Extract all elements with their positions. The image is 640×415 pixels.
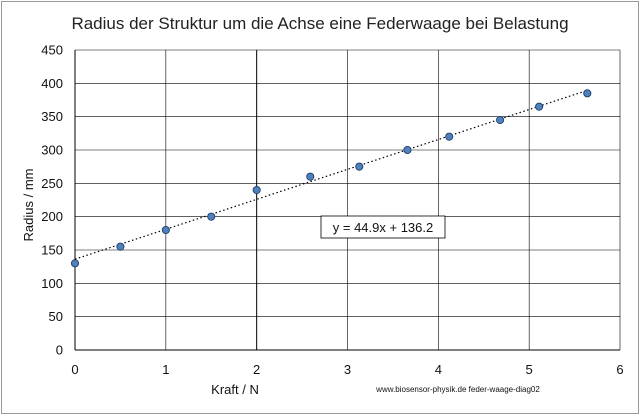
x-tick-label: 4	[435, 362, 442, 377]
trendline-equation: y = 44.9x + 136.2	[333, 220, 433, 235]
data-point	[445, 132, 454, 141]
trendline-equation-box: y = 44.9x + 136.2	[320, 215, 446, 239]
x-tick-label: 6	[616, 362, 623, 377]
y-tick-label: 200	[41, 209, 63, 224]
y-tick-label: 250	[41, 176, 63, 191]
y-tick-label: 350	[41, 109, 63, 124]
x-tick-label: 1	[162, 362, 169, 377]
data-point	[116, 242, 125, 251]
data-point	[161, 225, 170, 235]
data-point	[535, 102, 544, 111]
data-point	[403, 145, 412, 155]
data-point	[207, 212, 216, 221]
x-tick-label: 5	[526, 362, 533, 377]
y-axis-label: Radius / mm	[21, 169, 36, 242]
data-point	[355, 162, 364, 171]
y-tick-label: 100	[41, 276, 63, 291]
data-point	[583, 89, 592, 98]
y-tick-label: 300	[41, 143, 63, 158]
data-point	[306, 172, 315, 181]
x-axis-label: Kraft / N	[211, 382, 259, 397]
data-point	[496, 115, 505, 125]
credit-text: www.biosensor-physik.de feder-waage-diag…	[375, 385, 540, 394]
y-tick-label: 400	[41, 76, 63, 91]
x-tick-label: 3	[344, 362, 351, 377]
y-tick-label: 450	[41, 43, 63, 58]
data-point	[70, 259, 80, 268]
data-points	[70, 89, 592, 268]
tick-labels: 0 50 100 150 200 250 300 350 400 450 0 1 2 3 4 5 6	[41, 43, 623, 378]
x-tick-label: 2	[253, 362, 260, 377]
y-tick-label: 0	[56, 343, 63, 358]
equation-box-border	[320, 215, 446, 239]
data-point	[252, 185, 261, 195]
y-tick-label: 150	[41, 243, 63, 258]
y-tick-label: 50	[49, 309, 63, 324]
x-tick-label: 0	[71, 362, 78, 377]
chart-title: Radius der Struktur um die Achse eine Fe…	[71, 14, 568, 33]
